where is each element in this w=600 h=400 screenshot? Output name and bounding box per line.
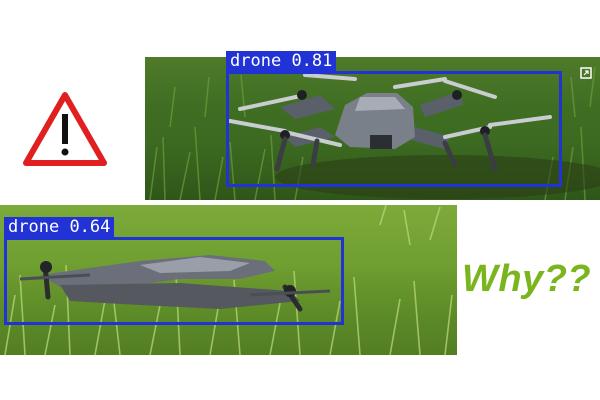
detection-class-bottom: drone [8, 217, 60, 237]
expand-icon[interactable] [580, 64, 592, 79]
detection-box-bottom [4, 237, 344, 325]
detection-label-top: drone 0.81 [226, 51, 337, 71]
drone-photo-top [145, 57, 600, 200]
detection-box-top [226, 71, 562, 187]
detection-score-top: 0.81 [291, 51, 333, 71]
detection-score-bottom: 0.64 [69, 217, 111, 237]
detection-label-bottom: drone 0.64 [4, 217, 115, 237]
detection-class-top: drone [230, 51, 282, 71]
why-caption: Why?? [462, 258, 592, 300]
warning-icon [22, 90, 108, 168]
